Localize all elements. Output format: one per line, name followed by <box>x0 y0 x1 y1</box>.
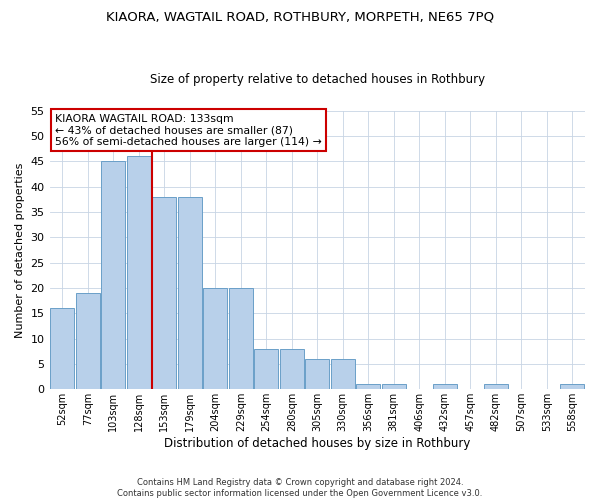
Bar <box>152 197 176 390</box>
Bar <box>203 288 227 390</box>
Text: KIAORA WAGTAIL ROAD: 133sqm
← 43% of detached houses are smaller (87)
56% of sem: KIAORA WAGTAIL ROAD: 133sqm ← 43% of det… <box>55 114 322 147</box>
Bar <box>101 162 125 390</box>
Text: KIAORA, WAGTAIL ROAD, ROTHBURY, MORPETH, NE65 7PQ: KIAORA, WAGTAIL ROAD, ROTHBURY, MORPETH,… <box>106 10 494 23</box>
Bar <box>382 384 406 390</box>
Bar <box>305 359 329 390</box>
Title: Size of property relative to detached houses in Rothbury: Size of property relative to detached ho… <box>150 73 485 86</box>
Bar <box>50 308 74 390</box>
Bar <box>127 156 151 390</box>
X-axis label: Distribution of detached houses by size in Rothbury: Distribution of detached houses by size … <box>164 437 470 450</box>
Bar <box>560 384 584 390</box>
Bar <box>280 349 304 390</box>
Bar <box>484 384 508 390</box>
Bar <box>229 288 253 390</box>
Y-axis label: Number of detached properties: Number of detached properties <box>15 162 25 338</box>
Text: Contains HM Land Registry data © Crown copyright and database right 2024.
Contai: Contains HM Land Registry data © Crown c… <box>118 478 482 498</box>
Bar <box>356 384 380 390</box>
Bar <box>254 349 278 390</box>
Bar <box>331 359 355 390</box>
Bar <box>433 384 457 390</box>
Bar <box>76 293 100 390</box>
Bar <box>178 197 202 390</box>
